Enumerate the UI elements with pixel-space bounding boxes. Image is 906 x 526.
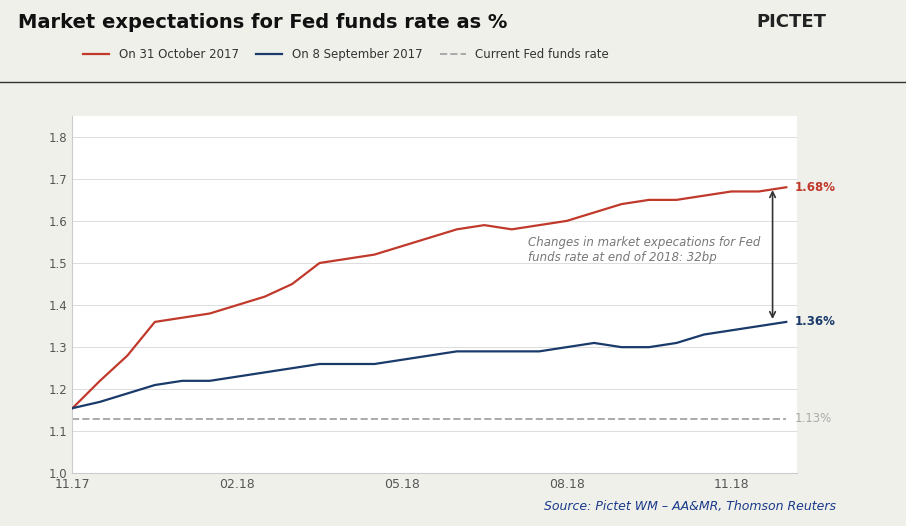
Legend: On 31 October 2017, On 8 September 2017, Current Fed funds rate: On 31 October 2017, On 8 September 2017,…: [79, 43, 614, 65]
Text: Changes in market expecations for Fed
funds rate at end of 2018: 32bp: Changes in market expecations for Fed fu…: [528, 236, 761, 265]
Text: PICTET: PICTET: [757, 13, 826, 31]
Text: Market expectations for Fed funds rate as %: Market expectations for Fed funds rate a…: [18, 13, 507, 32]
Text: Source: Pictet WM – AA&MR, Thomson Reuters: Source: Pictet WM – AA&MR, Thomson Reute…: [544, 500, 835, 513]
Text: 1.68%: 1.68%: [795, 181, 835, 194]
Text: 1.36%: 1.36%: [795, 316, 835, 328]
Text: 1.13%: 1.13%: [795, 412, 832, 425]
